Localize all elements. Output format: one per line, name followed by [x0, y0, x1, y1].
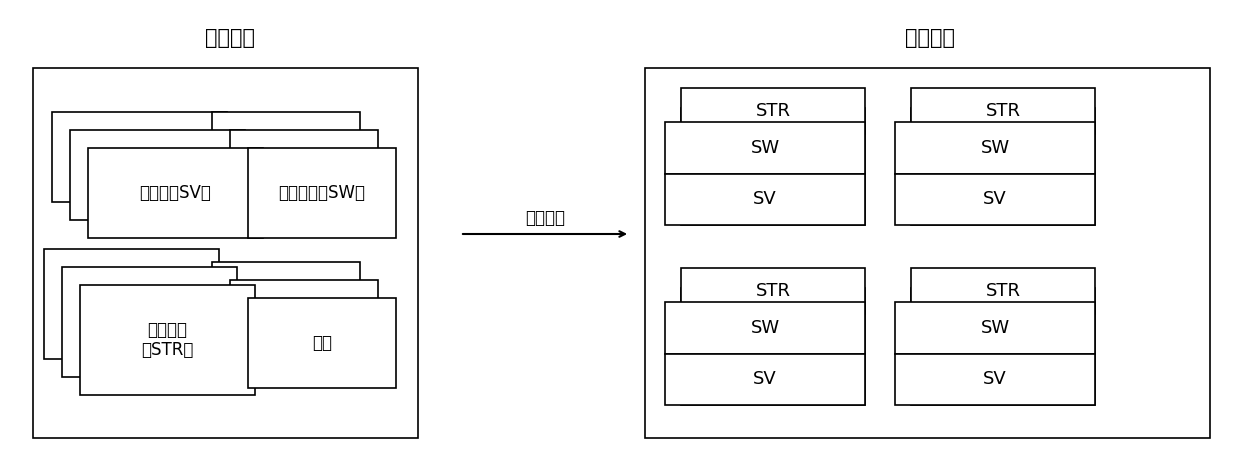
Bar: [681, 108, 866, 225]
Bar: [81, 285, 255, 395]
Bar: [229, 280, 378, 370]
Bar: [681, 268, 866, 315]
Text: 其他: 其他: [312, 334, 332, 352]
Bar: [69, 130, 246, 220]
Bar: [212, 262, 360, 352]
Bar: [911, 288, 1095, 405]
Bar: [895, 354, 1095, 405]
Text: SV: SV: [753, 370, 777, 388]
Bar: [665, 303, 866, 354]
Bar: [248, 298, 396, 388]
Text: STR: STR: [755, 102, 791, 120]
Bar: [43, 249, 219, 359]
Text: 连接配置: 连接配置: [525, 209, 565, 227]
Bar: [665, 174, 866, 225]
Bar: [895, 174, 1095, 225]
Text: 交换设备（SW）: 交换设备（SW）: [279, 184, 366, 202]
Text: SV: SV: [983, 370, 1007, 388]
Bar: [229, 130, 378, 220]
Bar: [248, 148, 396, 238]
Bar: [645, 68, 1210, 438]
Text: SV: SV: [983, 190, 1007, 208]
Text: 服务器（SV）: 服务器（SV）: [140, 184, 212, 202]
Text: SW: SW: [750, 319, 780, 337]
Bar: [681, 88, 866, 135]
Bar: [895, 303, 1095, 354]
Text: SW: SW: [981, 319, 1009, 337]
Text: STR: STR: [755, 282, 791, 300]
Bar: [52, 112, 227, 202]
Bar: [62, 267, 237, 377]
Text: 完成配置: 完成配置: [905, 28, 955, 48]
Text: SV: SV: [753, 190, 777, 208]
Bar: [665, 122, 866, 174]
Text: STR: STR: [986, 282, 1021, 300]
Bar: [911, 268, 1095, 315]
Bar: [895, 122, 1095, 174]
Bar: [665, 354, 866, 405]
Bar: [911, 108, 1095, 225]
Bar: [911, 88, 1095, 135]
Bar: [33, 68, 418, 438]
Text: 设备互联: 设备互联: [205, 28, 255, 48]
Bar: [681, 288, 866, 405]
Text: SW: SW: [750, 139, 780, 157]
Bar: [88, 148, 263, 238]
Bar: [212, 112, 360, 202]
Text: STR: STR: [986, 102, 1021, 120]
Text: SW: SW: [981, 139, 1009, 157]
Text: 存储设备
（STR）: 存储设备 （STR）: [141, 321, 193, 359]
